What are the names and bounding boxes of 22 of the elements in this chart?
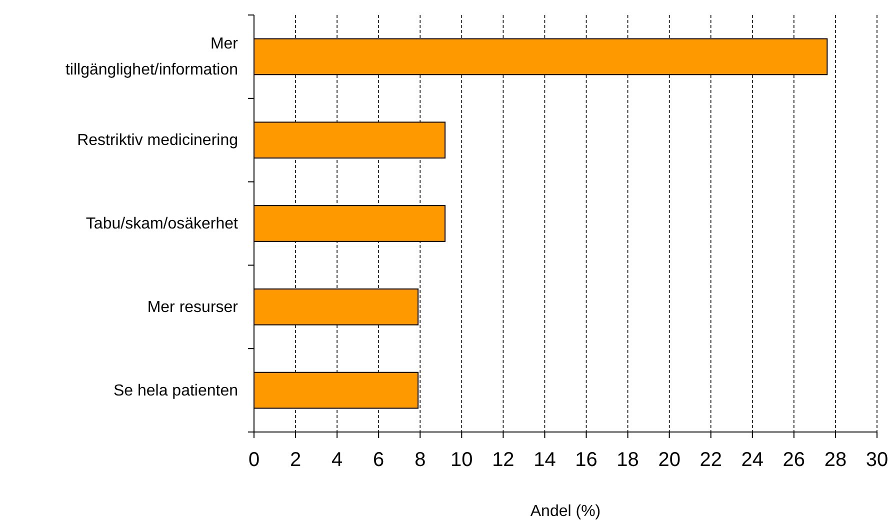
x-tick-label: 14 xyxy=(534,449,556,471)
x-tick-label: 10 xyxy=(450,449,473,471)
y-tick-label: Restriktiv medicinering xyxy=(77,132,238,150)
x-tick-label: 20 xyxy=(658,449,680,471)
x-tick-label: 30 xyxy=(866,449,888,471)
x-tick-label: 26 xyxy=(782,449,806,471)
x-tick-label: 0 xyxy=(248,449,260,471)
x-axis-title: Andel (%) xyxy=(530,503,601,520)
x-tick-label: 8 xyxy=(414,449,426,471)
x-tick-label: 18 xyxy=(616,449,639,471)
x-tick-label: 28 xyxy=(824,449,847,471)
y-tick-label: Mer tillgänglighet/information xyxy=(65,36,239,79)
y-tick-label: Tabu/skam/osäkerhet xyxy=(86,216,239,232)
x-tick-label: 12 xyxy=(492,449,514,471)
x-tick-label: 2 xyxy=(290,449,302,471)
x-tick-label: 16 xyxy=(575,449,598,471)
y-tick-label: Mer resurser xyxy=(147,298,239,316)
x-tick-label: 4 xyxy=(332,449,343,471)
x-tick-label: 24 xyxy=(741,449,764,471)
x-tick-label: 22 xyxy=(700,449,722,471)
x-tick-label: 6 xyxy=(373,449,384,471)
y-tick-label: Se hela patienten xyxy=(113,382,238,400)
